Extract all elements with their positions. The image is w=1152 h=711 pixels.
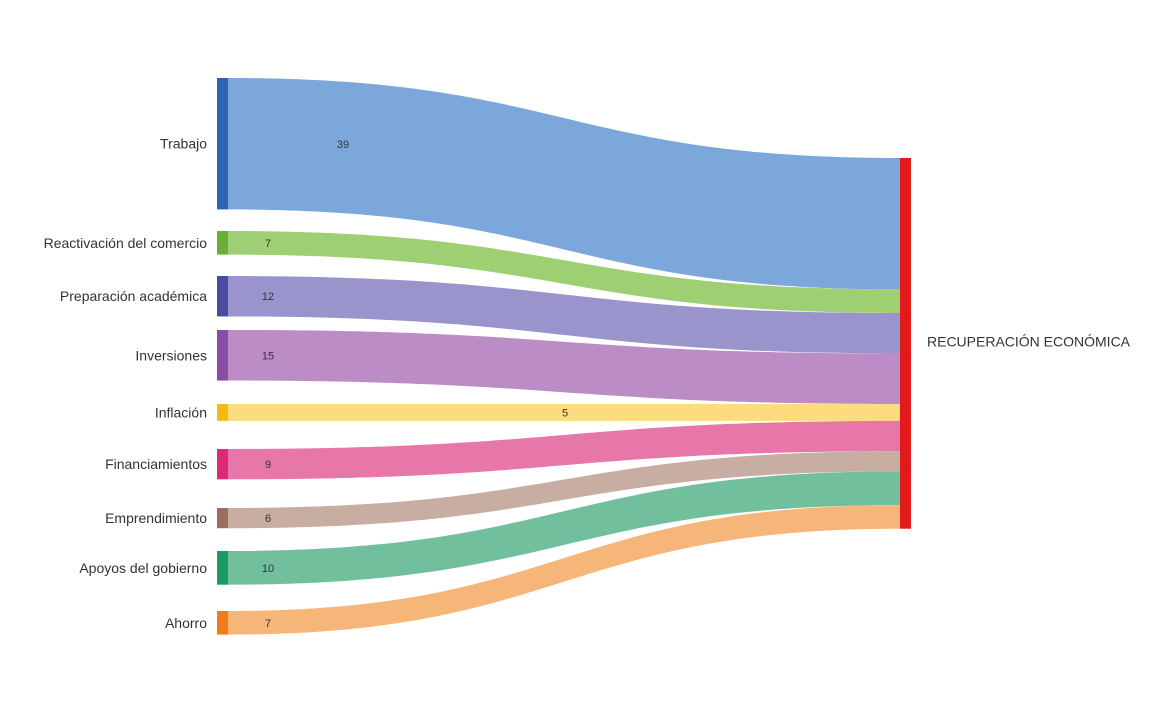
node-financiamientos xyxy=(217,449,228,480)
source-label-apoyos-del-gobierno: Apoyos del gobierno xyxy=(79,560,207,576)
node-emprendimiento xyxy=(217,508,228,529)
flow-ahorro xyxy=(228,505,900,635)
source-label-trabajo: Trabajo xyxy=(160,136,207,152)
value-label-inversiones: 15 xyxy=(262,350,274,362)
flow-emprendimiento xyxy=(228,451,900,529)
flow-apoyos-del-gobierno xyxy=(228,471,900,585)
target-label: RECUPERACIÓN ECONÓMICA xyxy=(927,333,1131,349)
node-inflacion xyxy=(217,404,228,421)
source-nodes-group xyxy=(217,78,228,635)
flows-group xyxy=(228,78,900,635)
value-label-financiamientos: 9 xyxy=(265,459,271,471)
source-label-inflacion: Inflación xyxy=(155,404,207,420)
value-label-apoyos-del-gobierno: 10 xyxy=(262,563,274,575)
source-label-inversiones: Inversiones xyxy=(135,347,207,363)
flow-trabajo xyxy=(228,78,900,290)
node-target xyxy=(900,158,911,529)
node-ahorro xyxy=(217,611,228,635)
value-label-emprendimiento: 6 xyxy=(265,513,271,525)
labels-group: Trabajo 39 Reactivación del comercio 7 Prepa… xyxy=(44,136,1131,631)
flow-preparacion-academica xyxy=(228,276,900,354)
node-reactivacion-del-comercio xyxy=(217,231,228,255)
node-apoyos-del-gobierno xyxy=(217,551,228,585)
node-preparacion-academica xyxy=(217,276,228,317)
node-inversiones xyxy=(217,330,228,381)
target-node-group xyxy=(900,158,911,529)
node-trabajo xyxy=(217,78,228,210)
flow-inflacion xyxy=(228,404,900,421)
source-label-preparacion-academica: Preparación académica xyxy=(60,288,207,304)
flow-financiamientos xyxy=(228,420,900,480)
flow-reactivacion-del-comercio xyxy=(228,231,900,314)
source-label-ahorro: Ahorro xyxy=(165,615,207,631)
source-label-emprendimiento: Emprendimiento xyxy=(105,510,207,526)
value-label-inflacion: 5 xyxy=(562,407,568,419)
source-label-reactivacion-del-comercio: Reactivación del comercio xyxy=(44,235,208,251)
source-label-financiamientos: Financiamientos xyxy=(105,456,207,472)
value-label-preparacion-academica: 12 xyxy=(262,291,274,303)
flow-inversiones xyxy=(228,330,900,405)
value-label-ahorro: 7 xyxy=(265,618,271,630)
value-label-trabajo: 39 xyxy=(337,139,349,151)
value-label-reactivacion-del-comercio: 7 xyxy=(265,238,271,250)
